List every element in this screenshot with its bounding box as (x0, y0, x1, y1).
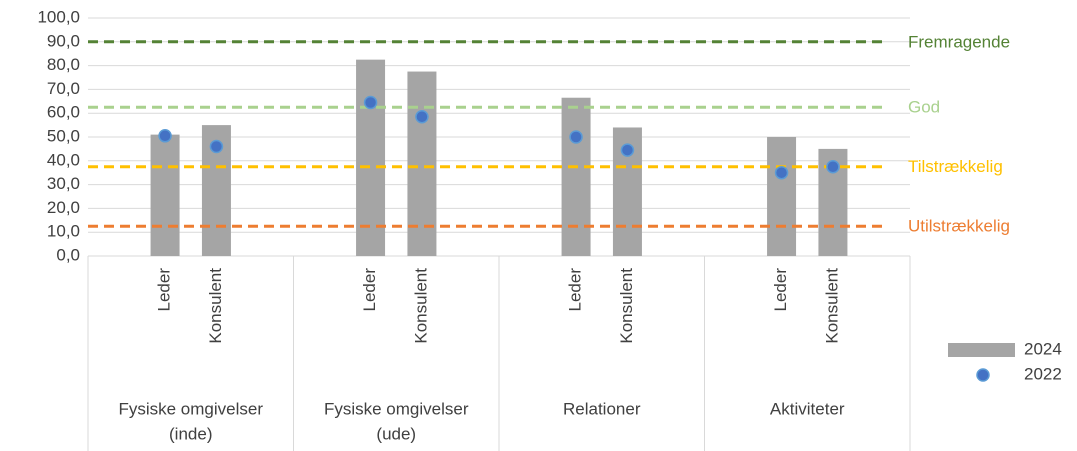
dot (415, 110, 429, 124)
group-label: Fysiske omgivelser (118, 399, 263, 418)
x-tick-label: Leder (771, 268, 790, 312)
x-tick-label: Leder (360, 268, 379, 312)
dot (363, 95, 378, 110)
legend-swatch (948, 343, 1015, 357)
y-tick-label: 100,0 (37, 7, 80, 26)
bar (561, 97, 591, 256)
y-tick-label: 10,0 (47, 222, 80, 241)
dot (774, 165, 789, 180)
x-tick-label: Konsulent (206, 268, 225, 344)
group-label: (ude) (376, 424, 416, 443)
dot (569, 130, 583, 144)
legend-label: 2022 (1024, 364, 1062, 383)
reference-label: Utilstrækkelig (908, 217, 1010, 236)
y-tick-label: 40,0 (47, 150, 80, 169)
dot (209, 139, 224, 154)
y-tick-label: 50,0 (47, 126, 80, 145)
dot (826, 160, 840, 174)
group-label: Fysiske omgivelser (324, 399, 469, 418)
y-tick-label: 20,0 (47, 198, 80, 217)
bar (356, 59, 386, 257)
x-tick-label: Konsulent (822, 268, 841, 344)
legend-swatch (976, 368, 990, 382)
bar (150, 134, 180, 256)
reference-label: Tilstrækkelig (908, 157, 1003, 176)
y-tick-label: 30,0 (47, 174, 80, 193)
y-tick-label: 90,0 (47, 31, 80, 50)
dot (158, 129, 172, 143)
y-tick-label: 80,0 (47, 55, 80, 74)
group-label: Relationer (563, 399, 641, 418)
reference-label: God (908, 98, 940, 117)
group-label: Aktiviteter (770, 399, 845, 418)
y-tick-label: 0,0 (56, 245, 80, 264)
legend-label: 2024 (1024, 339, 1062, 358)
x-tick-label: Leder (155, 268, 174, 312)
y-tick-label: 60,0 (47, 103, 80, 122)
group-label: (inde) (169, 424, 212, 443)
bar (407, 71, 437, 256)
dot (620, 143, 635, 157)
bar (767, 137, 797, 256)
reference-label: Fremragende (908, 32, 1010, 51)
x-tick-label: Konsulent (617, 268, 636, 344)
y-tick-label: 70,0 (47, 79, 80, 98)
x-tick-label: Leder (566, 268, 585, 312)
x-tick-label: Konsulent (411, 268, 430, 344)
